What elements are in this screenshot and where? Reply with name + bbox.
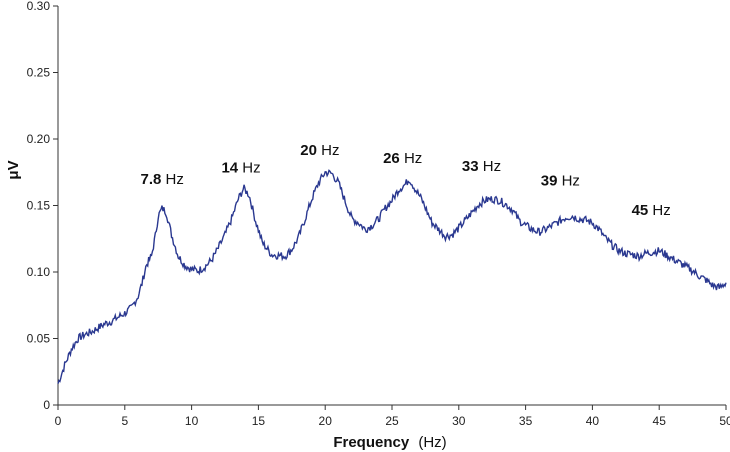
y-axis-title: μV [5, 160, 22, 179]
y-tick-label: 0.10 [27, 265, 51, 279]
peak-label: 33 Hz [462, 158, 501, 175]
peak-label: 14 Hz [221, 159, 260, 176]
tick-labels: 0 5 10 15 20 25 30 35 40 45 50 0 0.05 0.10 0.15 0.20 0.2… [27, 0, 730, 428]
x-axis-title: Frequency (Hz) [333, 434, 446, 451]
x-tick-label: 0 [55, 414, 62, 428]
peak-label-unit: Hz [648, 202, 671, 219]
peak-label: 45 Hz [632, 202, 671, 219]
peak-label-value: 7.8 [141, 171, 162, 188]
y-tick-label: 0.30 [27, 0, 51, 13]
peak-label-value: 33 [462, 158, 479, 175]
peak-label-value: 26 [383, 150, 400, 167]
y-tick-label: 0.05 [27, 332, 51, 346]
x-tick-label: 30 [452, 414, 466, 428]
x-tick-label: 25 [385, 414, 399, 428]
x-tick-label: 5 [121, 414, 128, 428]
series-line [57, 169, 727, 384]
y-tick-label: 0 [43, 398, 50, 412]
axes [57, 6, 726, 406]
x-tick-label: 15 [252, 414, 266, 428]
y-tick-label: 0.20 [27, 132, 51, 146]
x-tick-label: 50 [719, 414, 730, 428]
peak-label-value: 14 [221, 159, 238, 176]
peak-label: 39 Hz [541, 173, 580, 190]
peak-label-value: 39 [541, 173, 558, 190]
peak-label-unit: Hz [317, 142, 340, 159]
y-tick-label: 0.15 [27, 199, 51, 213]
x-axis-title-unit: (Hz) [418, 434, 446, 451]
peak-label-value: 20 [300, 142, 317, 159]
x-axis-title-main: Frequency [333, 434, 410, 451]
x-tick-label: 10 [185, 414, 199, 428]
peak-label: 7.8 Hz [141, 171, 184, 188]
x-tick-label: 35 [519, 414, 533, 428]
peak-label-unit: Hz [479, 158, 502, 175]
peak-label: 26 Hz [383, 150, 422, 167]
peak-label-unit: Hz [238, 159, 260, 176]
x-tick-label: 40 [586, 414, 600, 428]
x-tick-label: 45 [653, 414, 667, 428]
peak-label-unit: Hz [161, 171, 184, 188]
peak-label-unit: Hz [400, 150, 423, 167]
peak-label-unit: Hz [557, 173, 580, 190]
y-tick-label: 0.25 [27, 66, 51, 80]
peak-label-value: 45 [632, 202, 649, 219]
peak-label: 20 Hz [300, 142, 339, 159]
x-tick-label: 20 [319, 414, 333, 428]
